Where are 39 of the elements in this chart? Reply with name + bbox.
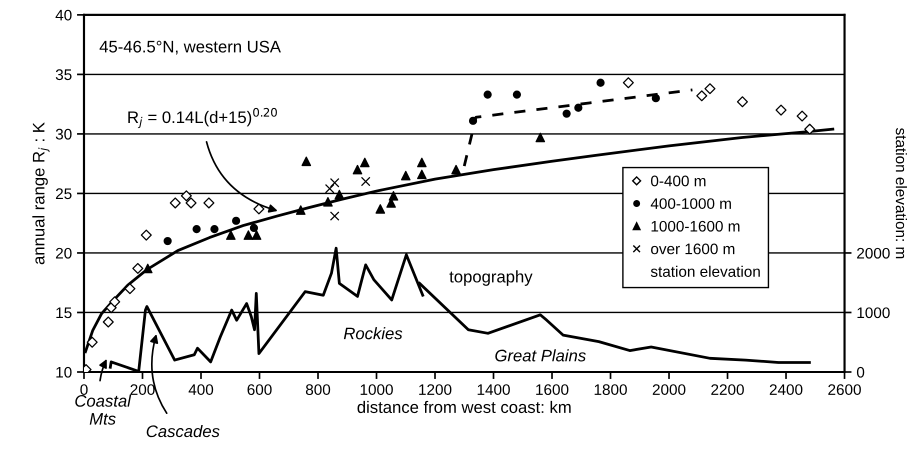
legend-label: 1000-1600 m [652, 220, 740, 232]
y2-tick-label: 2000 [857, 248, 890, 259]
y-tick-label: 30 [56, 128, 72, 140]
legend-title: station elevation [650, 266, 760, 277]
y2-tick-label: 1000 [857, 307, 890, 318]
y-axis-title: annual range R$_{j}$ : K [32, 122, 50, 264]
legend-label: 0-400 m [650, 176, 706, 186]
annotation: 45-46.5°N, western USA [100, 40, 281, 55]
x-axis-title: distance from west coast: km [358, 400, 571, 414]
x-tick-label: 400 [188, 384, 214, 396]
annotation: Rockies [344, 327, 402, 340]
y-tick-label: 15 [56, 308, 72, 318]
x-tick-label: 1400 [478, 384, 510, 396]
y2-tick-label: 0 [856, 366, 864, 378]
x-tick-label: 1800 [594, 384, 627, 396]
x-tick-label: 2000 [652, 384, 686, 396]
legend-label: over 1600 m [651, 243, 734, 254]
annotation: R$_{j}$ = 0.14L(d+15)$^{0.20}$ [128, 108, 277, 128]
annotation: Great Plains [495, 349, 586, 362]
x-tick-label: 600 [248, 384, 272, 396]
y2-axis-title: station elevation: m [896, 128, 907, 258]
y-tick-label: 10 [56, 366, 72, 378]
x-tick-label: 1000 [360, 384, 393, 396]
annotation: Coastal Mts [75, 394, 132, 425]
x-tick-label: 1600 [536, 384, 568, 396]
y-tick-label: 35 [56, 69, 72, 80]
annotation: Cascades [146, 424, 220, 438]
y-tick-label: 40 [56, 10, 72, 21]
x-tick-label: 2200 [711, 384, 744, 396]
annotation: topography [449, 270, 533, 286]
x-tick-label: 2600 [828, 384, 861, 396]
legend-label: 400-1000 m [650, 198, 731, 210]
x-tick-label: 1200 [419, 384, 452, 396]
x-tick-label: 800 [306, 384, 330, 396]
y-tick-label: 25 [56, 188, 72, 200]
x-tick-label: 2400 [770, 384, 802, 396]
y-tick-label: 20 [56, 248, 72, 259]
x-tick-label: 0 [80, 384, 88, 396]
x-tick-label: 200 [130, 384, 155, 396]
